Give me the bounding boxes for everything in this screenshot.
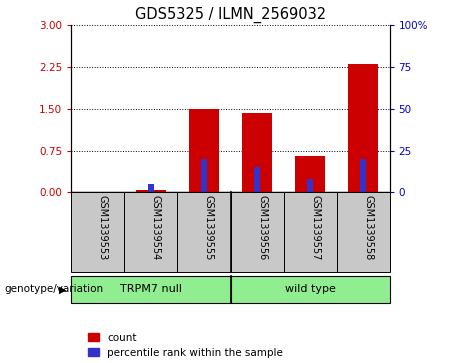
Bar (337, 192, 390, 272)
Text: GSM1339555: GSM1339555 (204, 195, 214, 260)
Bar (71, 192, 124, 272)
Text: GSM1339557: GSM1339557 (310, 195, 320, 260)
Bar (349, 64, 378, 192)
Legend: count, percentile rank within the sample: count, percentile rank within the sample (84, 329, 287, 362)
Bar (307, 179, 313, 192)
Bar (124, 192, 177, 272)
Bar (296, 156, 325, 192)
Text: GSM1339554: GSM1339554 (151, 195, 161, 260)
Bar (136, 189, 165, 192)
Bar (71, 276, 230, 303)
Text: wild type: wild type (284, 285, 336, 294)
Bar (177, 192, 230, 272)
Bar (230, 276, 390, 303)
Text: ▶: ▶ (59, 285, 67, 294)
Bar (148, 184, 154, 192)
Text: GSM1339556: GSM1339556 (257, 195, 267, 260)
Title: GDS5325 / ILMN_2569032: GDS5325 / ILMN_2569032 (135, 7, 326, 23)
Bar (284, 192, 337, 272)
Text: genotype/variation: genotype/variation (5, 285, 104, 294)
Bar (230, 192, 284, 272)
Text: GSM1339558: GSM1339558 (363, 195, 373, 260)
Bar (201, 159, 207, 192)
Bar (360, 159, 366, 192)
Bar (254, 167, 260, 192)
Bar (242, 113, 272, 192)
Text: TRPM7 null: TRPM7 null (120, 285, 182, 294)
Text: GSM1339553: GSM1339553 (98, 195, 108, 260)
Bar (189, 109, 219, 192)
